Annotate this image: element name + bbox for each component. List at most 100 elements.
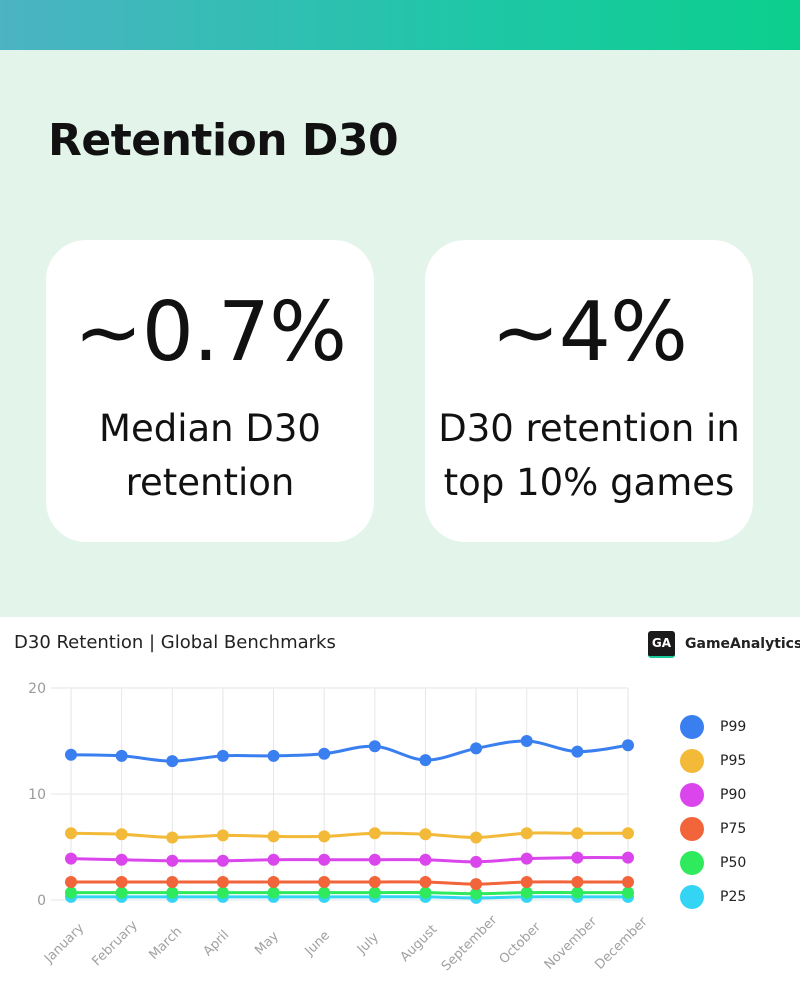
data-point-p50 — [166, 886, 179, 899]
data-point-p75 — [571, 875, 584, 888]
data-point-p99 — [520, 735, 533, 747]
y-tick-label: 20 — [28, 681, 46, 697]
legend-dot-icon — [680, 817, 704, 841]
data-point-p99 — [318, 747, 331, 760]
data-point-p95 — [622, 827, 634, 840]
data-point-p75 — [115, 875, 128, 888]
legend-label: P90 — [720, 787, 747, 803]
x-tick-label: December — [592, 914, 651, 973]
data-point-p50 — [115, 886, 128, 899]
data-point-p95 — [520, 827, 533, 840]
x-tick-label: January — [41, 921, 87, 967]
x-tick-label: November — [542, 914, 601, 973]
data-point-p99 — [419, 754, 432, 767]
data-point-p95 — [65, 827, 77, 840]
data-point-p95 — [419, 828, 432, 841]
legend-label: P25 — [720, 889, 747, 905]
series-line-p50 — [71, 891, 628, 896]
data-point-p99 — [65, 748, 77, 761]
data-point-p95 — [216, 829, 229, 842]
data-point-p90 — [216, 854, 229, 867]
legend-label: P99 — [720, 719, 747, 735]
series-line-p90 — [70, 856, 629, 864]
data-point-p75 — [65, 875, 77, 888]
x-tick-label: June — [302, 928, 333, 959]
data-point-p75 — [470, 878, 483, 891]
legend-label: P50 — [720, 855, 747, 871]
data-point-p75 — [166, 875, 179, 888]
median-retention-caption-line1: Median D30 — [99, 407, 321, 450]
y-tick-label: 0 — [37, 893, 46, 909]
series-line-p75 — [71, 880, 628, 886]
median-retention-caption: Median D30 retention — [46, 402, 374, 510]
x-tick-label: August — [398, 922, 441, 965]
data-point-p95 — [368, 827, 381, 840]
data-point-p50 — [470, 887, 483, 900]
legend-dot-icon — [680, 851, 704, 875]
data-point-p90 — [419, 853, 432, 866]
data-point-p50 — [622, 886, 634, 899]
data-point-p90 — [65, 852, 77, 865]
data-point-p90 — [368, 853, 381, 866]
gameanalytics-logo-icon: GA — [648, 630, 675, 658]
data-point-p99 — [115, 749, 128, 762]
data-point-p99 — [571, 745, 584, 758]
data-point-p99 — [216, 749, 229, 762]
series-line-p25 — [71, 895, 628, 900]
legend-item-p90: P90 — [680, 778, 746, 812]
data-point-p90 — [470, 855, 483, 868]
data-point-p50 — [368, 886, 381, 899]
data-point-p50 — [216, 886, 229, 899]
data-point-p75 — [368, 875, 381, 888]
data-point-p75 — [267, 875, 280, 888]
data-point-p95 — [318, 830, 331, 843]
data-point-p99 — [622, 739, 634, 752]
data-point-p75 — [419, 875, 432, 888]
legend-item-p25: P25 — [680, 880, 746, 914]
data-point-p90 — [166, 854, 179, 867]
header-gradient-bar — [0, 0, 800, 50]
data-point-p75 — [318, 875, 331, 888]
data-point-p75 — [622, 875, 634, 888]
chart-title: D30 Retention | Global Benchmarks — [14, 632, 336, 653]
data-point-p50 — [419, 886, 432, 899]
legend-item-p50: P50 — [680, 846, 746, 880]
data-point-p50 — [571, 886, 584, 899]
series-line-p99 — [70, 739, 629, 763]
data-point-p95 — [470, 831, 483, 844]
chart-legend: P99 P95 P90 P75 P50 P25 — [680, 710, 746, 914]
x-tick-label: September — [439, 912, 501, 974]
median-retention-card: ~0.7% Median D30 retention — [46, 240, 374, 542]
data-point-p75 — [216, 875, 229, 888]
x-tick-label: October — [497, 919, 545, 967]
legend-item-p99: P99 — [680, 710, 746, 744]
data-point-p99 — [368, 740, 381, 753]
y-tick-label: 10 — [28, 787, 46, 803]
series-line-p95 — [70, 831, 628, 839]
data-point-p90 — [267, 853, 280, 866]
data-point-p90 — [622, 851, 634, 864]
data-point-p99 — [267, 749, 280, 762]
legend-dot-icon — [680, 749, 704, 773]
top10-retention-caption-line1: D30 retention in — [438, 407, 740, 450]
x-tick-label: July — [354, 930, 382, 958]
legend-dot-icon — [680, 885, 704, 909]
legend-dot-icon — [680, 783, 704, 807]
x-tick-label: April — [201, 928, 233, 960]
page-title: Retention D30 — [48, 115, 399, 166]
legend-label: P75 — [720, 821, 747, 837]
data-point-p90 — [115, 853, 128, 866]
brand-name: GameAnalytics — [685, 636, 800, 652]
brand: GA GameAnalytics — [648, 630, 800, 658]
x-tick-label: May — [252, 929, 282, 959]
legend-dot-icon — [680, 715, 704, 739]
top10-retention-caption: D30 retention in top 10% games — [425, 402, 753, 510]
data-point-p90 — [520, 852, 533, 865]
data-point-p50 — [65, 886, 77, 899]
top10-retention-caption-line2: top 10% games — [443, 461, 735, 504]
data-point-p50 — [520, 886, 533, 899]
legend-item-p75: P75 — [680, 812, 746, 846]
data-point-p95 — [571, 827, 584, 840]
data-point-p90 — [318, 853, 331, 866]
